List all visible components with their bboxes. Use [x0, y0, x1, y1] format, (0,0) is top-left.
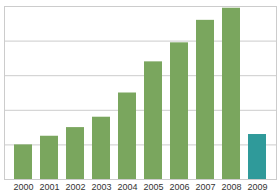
svg-text:2000: 2000	[13, 182, 33, 192]
svg-text:2002: 2002	[65, 182, 85, 192]
svg-text:2008: 2008	[221, 182, 241, 192]
svg-text:2003: 2003	[91, 182, 111, 192]
svg-text:2001: 2001	[39, 182, 59, 192]
svg-text:2009: 2009	[247, 182, 267, 192]
svg-text:2007: 2007	[195, 182, 215, 192]
svg-text:2006: 2006	[169, 182, 189, 192]
svg-text:2005: 2005	[143, 182, 163, 192]
svg-text:2004: 2004	[117, 182, 137, 192]
